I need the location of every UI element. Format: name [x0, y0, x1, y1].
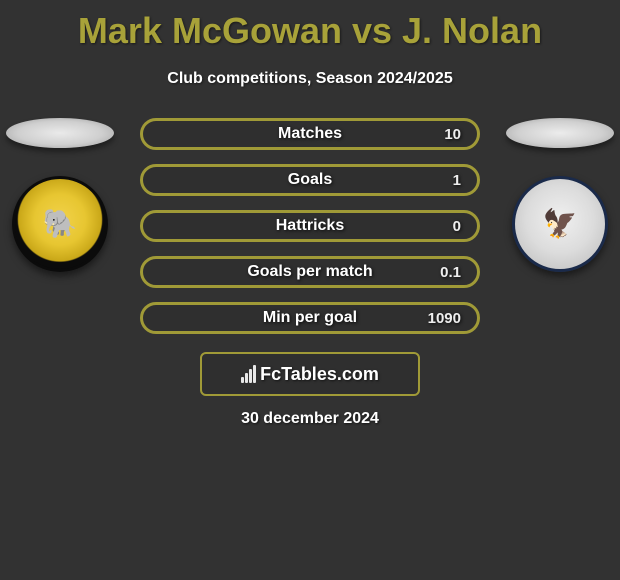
crest-right-icon: 🦅 [543, 210, 578, 238]
stat-row-goals: Goals 1 [140, 164, 480, 196]
crest-left-icon: 🐘 [43, 210, 78, 238]
stat-label: Goals per match [247, 263, 372, 281]
pedestal-right [506, 118, 614, 148]
player-right-block: 🦅 [505, 118, 615, 272]
stat-value-right: 10 [444, 126, 461, 143]
stat-row-gpm: Goals per match 0.1 [140, 256, 480, 288]
stat-value-right: 1 [453, 172, 461, 189]
club-crest-right: 🦅 [512, 176, 608, 272]
stat-value-right: 0 [453, 218, 461, 235]
footer-date: 30 december 2024 [0, 410, 620, 428]
club-crest-left: 🐘 [12, 176, 108, 272]
stats-list: Matches 10 Goals 1 Hattricks 0 Goals per… [140, 118, 480, 348]
subtitle: Club competitions, Season 2024/2025 [0, 70, 620, 88]
stat-label: Min per goal [263, 309, 357, 327]
player-left-block: 🐘 [5, 118, 115, 272]
stat-value-right: 1090 [428, 310, 461, 327]
page-title: Mark McGowan vs J. Nolan [0, 0, 620, 52]
bar-chart-icon [241, 365, 256, 383]
stat-row-matches: Matches 10 [140, 118, 480, 150]
branding-label: FcTables.com [260, 364, 379, 385]
pedestal-left [6, 118, 114, 148]
stat-value-right: 0.1 [440, 264, 461, 281]
stat-label: Matches [278, 125, 342, 143]
stat-row-mpg: Min per goal 1090 [140, 302, 480, 334]
branding-box[interactable]: FcTables.com [200, 352, 420, 396]
stat-row-hattricks: Hattricks 0 [140, 210, 480, 242]
stat-label: Goals [288, 171, 332, 189]
stat-label: Hattricks [276, 217, 344, 235]
